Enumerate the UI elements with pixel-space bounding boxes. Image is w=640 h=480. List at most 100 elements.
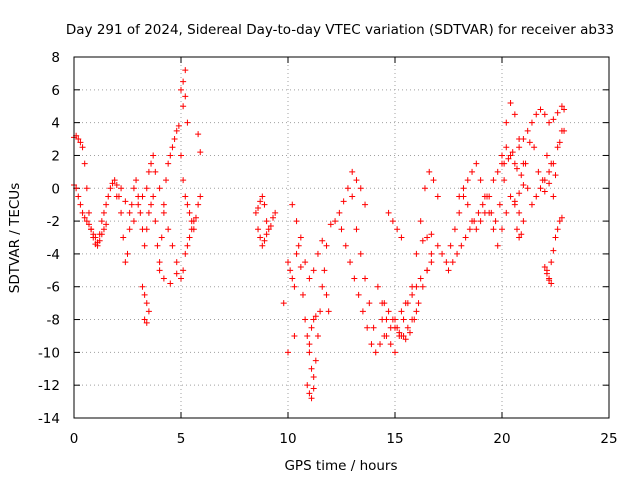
data-point: [499, 152, 505, 159]
data-point: [257, 198, 264, 205]
data-points: [71, 67, 568, 402]
data-point: [265, 226, 272, 233]
data-point: [520, 160, 527, 167]
data-point: [528, 119, 535, 126]
data-point: [424, 234, 431, 241]
data-point: [526, 139, 533, 146]
data-point: [289, 275, 296, 282]
data-point: [524, 127, 531, 134]
data-point: [499, 226, 505, 233]
data-point: [321, 267, 328, 274]
data-point: [421, 185, 428, 192]
data-point: [466, 226, 473, 233]
data-point: [90, 231, 97, 238]
grid-lines: [74, 57, 609, 418]
data-point: [558, 127, 565, 134]
data-point: [548, 259, 555, 266]
data-point: [503, 144, 510, 151]
y-tick-label: 6: [51, 83, 60, 99]
data-point: [398, 234, 405, 241]
data-point: [501, 177, 508, 184]
data-point: [113, 193, 120, 200]
data-point: [139, 193, 146, 200]
data-point: [424, 267, 431, 274]
data-point: [507, 193, 514, 200]
data-point: [297, 234, 304, 241]
data-point: [83, 218, 90, 225]
data-point: [160, 201, 167, 208]
data-point: [556, 218, 563, 225]
data-point: [546, 275, 553, 282]
data-point: [310, 267, 317, 274]
data-point: [434, 193, 441, 200]
data-point: [150, 193, 157, 200]
data-point: [556, 139, 563, 146]
data-point: [158, 234, 165, 241]
data-point: [111, 177, 118, 184]
data-point: [143, 300, 150, 307]
data-point: [122, 259, 129, 266]
data-point: [295, 242, 302, 249]
data-point: [552, 234, 559, 241]
y-tick-label: 0: [51, 181, 60, 197]
data-point: [182, 250, 189, 257]
data-point: [342, 242, 349, 249]
data-point: [259, 193, 266, 200]
data-point: [344, 185, 351, 192]
data-point: [464, 177, 471, 184]
data-point: [304, 332, 311, 339]
data-point: [148, 160, 155, 167]
data-point: [494, 168, 501, 175]
data-point: [173, 259, 180, 266]
data-point: [477, 177, 484, 184]
data-point: [261, 201, 268, 208]
data-point: [291, 332, 298, 339]
data-point: [312, 313, 319, 320]
data-point: [541, 188, 548, 195]
data-point: [541, 111, 548, 118]
data-point: [180, 267, 187, 274]
data-point: [406, 329, 413, 336]
data-point: [351, 275, 358, 282]
x-tick-label: 5: [177, 431, 186, 447]
data-point: [477, 218, 484, 225]
data-point: [79, 209, 86, 216]
data-point: [100, 209, 107, 216]
data-point: [180, 78, 187, 85]
data-point: [413, 283, 420, 290]
y-tick-label: -2: [47, 214, 60, 230]
y-tick-label: 8: [51, 50, 60, 66]
data-point: [550, 193, 557, 200]
data-point: [323, 291, 330, 298]
data-point: [332, 218, 339, 225]
data-point: [195, 201, 202, 208]
data-point: [306, 390, 313, 397]
data-point: [167, 280, 174, 287]
data-point: [336, 209, 343, 216]
data-point: [310, 385, 317, 392]
data-point: [178, 86, 184, 93]
data-point: [355, 291, 362, 298]
data-point: [357, 250, 364, 257]
data-point: [137, 209, 144, 216]
data-point: [535, 168, 542, 175]
data-point: [310, 316, 317, 323]
data-point: [182, 93, 189, 100]
data-point: [415, 300, 422, 307]
data-point: [327, 221, 334, 228]
data-point: [267, 223, 274, 230]
data-point: [456, 209, 463, 216]
data-point: [516, 144, 523, 151]
data-point: [543, 267, 550, 274]
data-point: [546, 168, 553, 175]
data-point: [124, 250, 131, 257]
data-point: [154, 242, 161, 249]
data-point: [511, 198, 518, 205]
data-point: [182, 193, 189, 200]
y-tick-label: -14: [38, 411, 60, 427]
data-point: [118, 209, 125, 216]
data-point: [518, 231, 525, 238]
data-point: [182, 67, 189, 74]
data-point: [180, 103, 187, 110]
data-point: [486, 209, 493, 216]
